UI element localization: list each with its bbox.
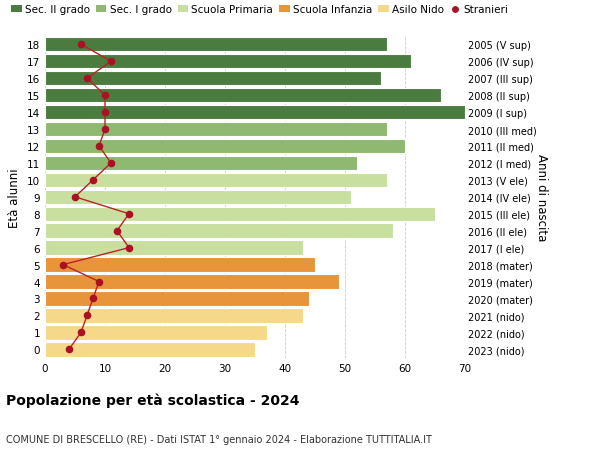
Bar (45, 38, 387, 52)
Point (70, 194, 80, 201)
Bar (45, 325, 267, 340)
Bar (45, 173, 387, 188)
Bar (45, 291, 309, 306)
Legend: Sec. II grado, Sec. I grado, Scuola Primaria, Scuola Infanzia, Asilo Nido, Stran: Sec. II grado, Sec. I grado, Scuola Prim… (11, 5, 509, 15)
Point (106, 160, 116, 167)
Point (88, 295, 98, 302)
Bar (45, 157, 357, 171)
Y-axis label: Anni di nascita: Anni di nascita (535, 154, 548, 241)
Text: Popolazione per età scolastica - 2024: Popolazione per età scolastica - 2024 (6, 392, 299, 407)
Point (64, 346, 74, 353)
Point (106, 58, 116, 66)
Point (76, 329, 86, 336)
Bar (45, 342, 255, 357)
Y-axis label: Età alunni: Età alunni (8, 168, 22, 227)
Bar (45, 106, 465, 120)
Text: COMUNE DI BRESCELLO (RE) - Dati ISTAT 1° gennaio 2024 - Elaborazione TUTTITALIA.: COMUNE DI BRESCELLO (RE) - Dati ISTAT 1°… (6, 434, 432, 444)
Bar (45, 190, 351, 205)
Point (112, 228, 122, 235)
Point (124, 211, 134, 218)
Point (100, 109, 110, 117)
Point (82, 312, 92, 319)
Point (124, 245, 134, 252)
Bar (45, 224, 393, 238)
Point (94, 143, 104, 150)
Bar (45, 72, 381, 86)
Point (88, 177, 98, 184)
Point (82, 75, 92, 83)
Bar (45, 275, 339, 289)
Bar (45, 207, 435, 221)
Bar (45, 140, 405, 154)
Point (94, 278, 104, 285)
Bar (45, 89, 441, 103)
Bar (45, 241, 303, 255)
Bar (45, 308, 303, 323)
Point (100, 92, 110, 100)
Point (100, 126, 110, 134)
Point (76, 41, 86, 49)
Bar (45, 55, 411, 69)
Point (58, 261, 68, 269)
Bar (45, 258, 315, 272)
Bar (45, 123, 387, 137)
